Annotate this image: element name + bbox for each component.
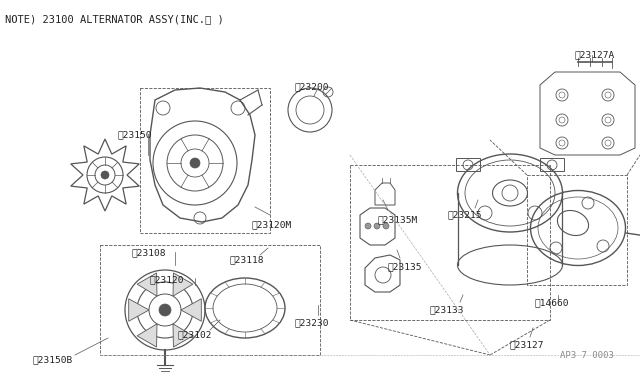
Text: ※23127A: ※23127A	[575, 50, 615, 59]
Text: ※23230: ※23230	[295, 318, 330, 327]
Circle shape	[374, 223, 380, 229]
Text: ※23118: ※23118	[230, 255, 264, 264]
Polygon shape	[129, 299, 149, 321]
Polygon shape	[137, 324, 157, 347]
Text: ※23133: ※23133	[430, 305, 465, 314]
Text: ※23108: ※23108	[132, 248, 166, 257]
Text: ※23215: ※23215	[448, 210, 483, 219]
Text: ※23200: ※23200	[295, 82, 330, 91]
Circle shape	[190, 158, 200, 168]
Text: AP3 7 0003: AP3 7 0003	[560, 351, 614, 360]
Polygon shape	[173, 273, 193, 296]
Polygon shape	[137, 273, 157, 296]
Polygon shape	[181, 299, 202, 321]
Bar	[527, 175, 627, 285]
Bar	[140, 88, 270, 233]
Text: ※23127: ※23127	[510, 340, 545, 349]
Text: ※23150: ※23150	[118, 130, 152, 139]
Bar	[100, 245, 320, 355]
Circle shape	[159, 304, 171, 316]
Circle shape	[365, 223, 371, 229]
Polygon shape	[173, 324, 193, 347]
Circle shape	[101, 171, 109, 179]
Bar	[350, 165, 550, 320]
Text: ※23150B: ※23150B	[33, 355, 73, 364]
Circle shape	[383, 223, 389, 229]
Text: NOTE) 23100 ALTERNATOR ASSY(INC.※ ): NOTE) 23100 ALTERNATOR ASSY(INC.※ )	[5, 14, 224, 24]
Text: ※23120M: ※23120M	[252, 220, 292, 229]
Text: ※23102: ※23102	[178, 330, 212, 339]
Text: ※23120: ※23120	[150, 275, 184, 284]
Text: ※23135: ※23135	[388, 262, 422, 271]
Text: ※14660: ※14660	[535, 298, 570, 307]
Text: ※23135M: ※23135M	[378, 215, 419, 224]
